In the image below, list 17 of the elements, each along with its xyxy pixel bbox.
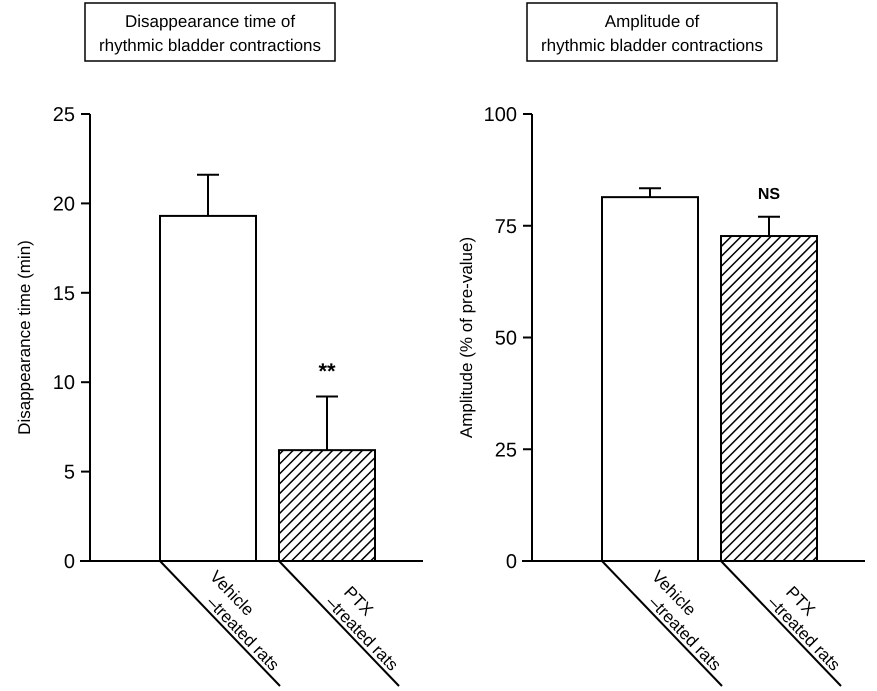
y-axis-title: Amplitude (% of pre-value): [456, 236, 476, 438]
y-tick-label: 100: [484, 104, 517, 126]
chart-title: Amplitude of rhythmic bladder contractions: [540, 12, 764, 55]
y-tick-label: 50: [494, 328, 517, 350]
y-tick-label: 25: [494, 439, 517, 462]
chart-title: Disappearance time of rhythmic bladder contractions: [98, 12, 322, 55]
y-tick-label: 75: [494, 216, 517, 238]
y-tick-label: 25: [52, 104, 75, 126]
y-tick-label: 5: [64, 462, 75, 484]
y-tick-label: 0: [64, 551, 75, 573]
annotation: **: [318, 358, 336, 384]
y-axis-title: Disappearance time (min): [14, 240, 34, 435]
y-tick-label: 0: [506, 551, 517, 573]
annotation: NS: [758, 186, 780, 203]
y-tick-label: 15: [52, 282, 75, 305]
y-tick-label: 20: [52, 193, 75, 216]
y-tick-label: 10: [52, 372, 75, 394]
